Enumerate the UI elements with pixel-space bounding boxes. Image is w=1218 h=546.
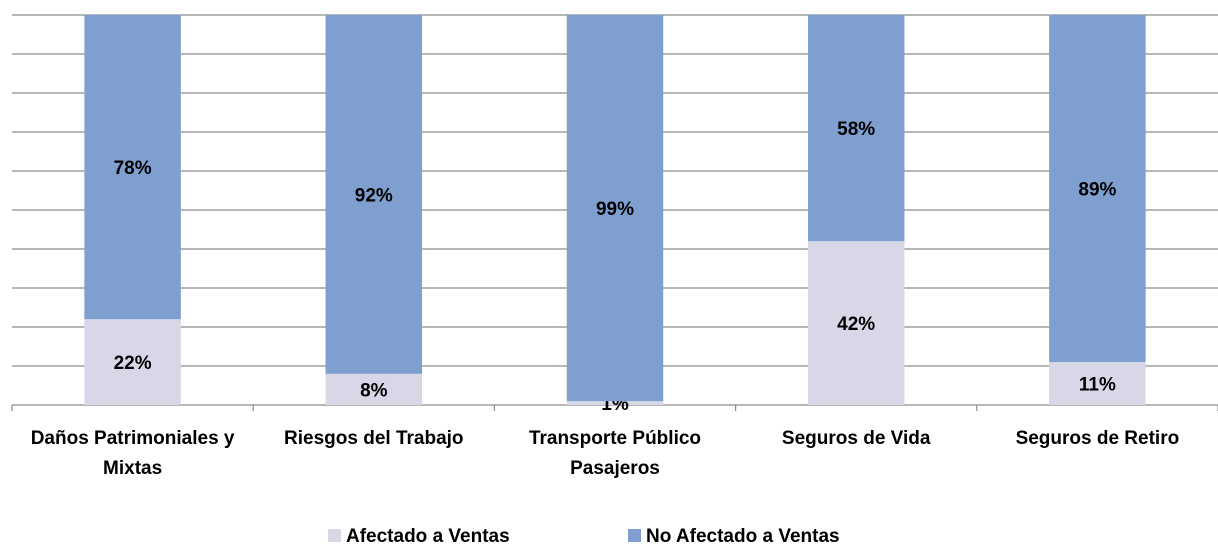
bar-segment	[807, 241, 905, 405]
data-label: 42%	[837, 314, 875, 335]
data-label: 92%	[355, 185, 393, 206]
data-label: 8%	[360, 380, 388, 401]
x-tick-label: Seguros de Retiro	[1015, 428, 1180, 449]
bar-segment	[325, 15, 423, 374]
bar-segment	[566, 401, 664, 405]
bar-segment	[566, 15, 664, 402]
bar-segment	[807, 15, 905, 242]
x-tick-label: Seguros de Vida	[781, 428, 931, 449]
data-label: 78%	[114, 158, 152, 179]
bar-segment	[1049, 362, 1146, 405]
data-label: 11%	[1079, 375, 1116, 396]
bar-segment	[84, 319, 181, 405]
x-tick-label: Daños Patrimoniales y Mixtas	[30, 428, 235, 479]
x-tick-label: Riesgos del Trabajo	[284, 428, 464, 449]
x-tick-label: Transporte Público Pasajeros	[528, 428, 702, 479]
legend-swatch	[628, 529, 641, 542]
bar-segment	[84, 15, 181, 320]
data-label: 99%	[596, 199, 634, 220]
bar-segment	[1049, 15, 1146, 363]
bar-segment	[325, 373, 423, 405]
data-label: 22%	[114, 353, 152, 374]
data-label: 89%	[1078, 180, 1116, 201]
data-label: 58%	[837, 119, 875, 140]
legend-label: Afectado a Ventas	[346, 526, 510, 546]
legend-swatch	[328, 529, 341, 542]
legend-label: No Afectado a Ventas	[646, 526, 840, 546]
